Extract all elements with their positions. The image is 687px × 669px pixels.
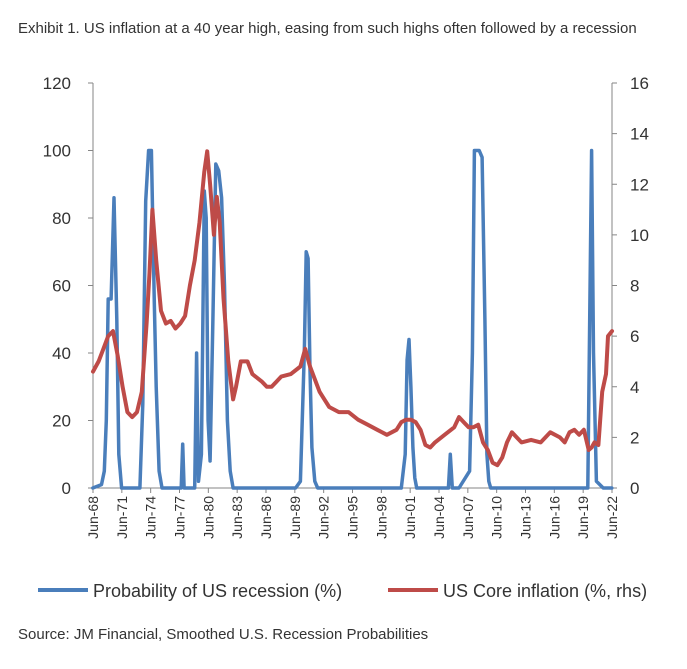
right-tick-label: 10 bbox=[630, 226, 649, 245]
right-tick-label: 16 bbox=[630, 74, 649, 93]
x-tick-label: Jun-98 bbox=[373, 496, 389, 539]
x-tick-label: Jun-10 bbox=[489, 496, 505, 539]
recession-probability-line bbox=[91, 148, 614, 490]
x-tick-label: Jun-74 bbox=[143, 496, 159, 539]
x-tick-label: Jun-13 bbox=[518, 496, 534, 539]
legend: Probability of US recession (%) US Core i… bbox=[38, 581, 647, 601]
legend-recession-label: Probability of US recession (%) bbox=[93, 581, 342, 601]
x-tick-label: Jun-83 bbox=[229, 496, 245, 539]
right-tick-label: 0 bbox=[630, 479, 639, 498]
x-tick-label: Jun-19 bbox=[575, 496, 591, 539]
left-tick-label: 100 bbox=[43, 142, 71, 161]
x-tick-label: Jun-01 bbox=[402, 496, 418, 539]
right-tick-label: 2 bbox=[630, 428, 639, 447]
x-tick-label: Jun-92 bbox=[316, 496, 332, 539]
x-tick-label: Jun-16 bbox=[546, 496, 562, 539]
source-note: Source: JM Financial, Smoothed U.S. Rece… bbox=[18, 626, 429, 643]
right-tick-label: 12 bbox=[630, 175, 649, 194]
left-tick-label: 60 bbox=[52, 277, 71, 296]
x-tick-label: Jun-95 bbox=[345, 496, 361, 539]
x-tick-label: Jun-86 bbox=[258, 496, 274, 539]
left-tick-label: 20 bbox=[52, 412, 71, 431]
x-tick-label: Jun-77 bbox=[172, 496, 188, 539]
right-tick-label: 4 bbox=[630, 378, 639, 397]
chart-title: Exhibit 1. US inflation at a 40 year hig… bbox=[18, 20, 637, 37]
left-tick-label: 40 bbox=[52, 344, 71, 363]
core-inflation-line bbox=[91, 149, 614, 468]
x-tick-label: Jun-07 bbox=[460, 496, 476, 539]
right-tick-label: 6 bbox=[630, 327, 639, 346]
left-tick-label: 80 bbox=[52, 209, 71, 228]
right-tick-label: 8 bbox=[630, 277, 639, 296]
x-tick-label: Jun-04 bbox=[431, 496, 447, 539]
left-tick-label: 120 bbox=[43, 74, 71, 93]
x-tick-label: Jun-80 bbox=[200, 496, 216, 539]
x-tick-label: Jun-22 bbox=[604, 496, 620, 539]
x-tick-label: Jun-89 bbox=[287, 496, 303, 539]
left-tick-label: 0 bbox=[62, 479, 71, 498]
right-tick-label: 14 bbox=[630, 125, 649, 144]
x-tick-label: Jun-68 bbox=[85, 496, 101, 539]
legend-inflation-label: US Core inflation (%, rhs) bbox=[443, 581, 647, 601]
x-tick-label: Jun-71 bbox=[114, 496, 130, 539]
